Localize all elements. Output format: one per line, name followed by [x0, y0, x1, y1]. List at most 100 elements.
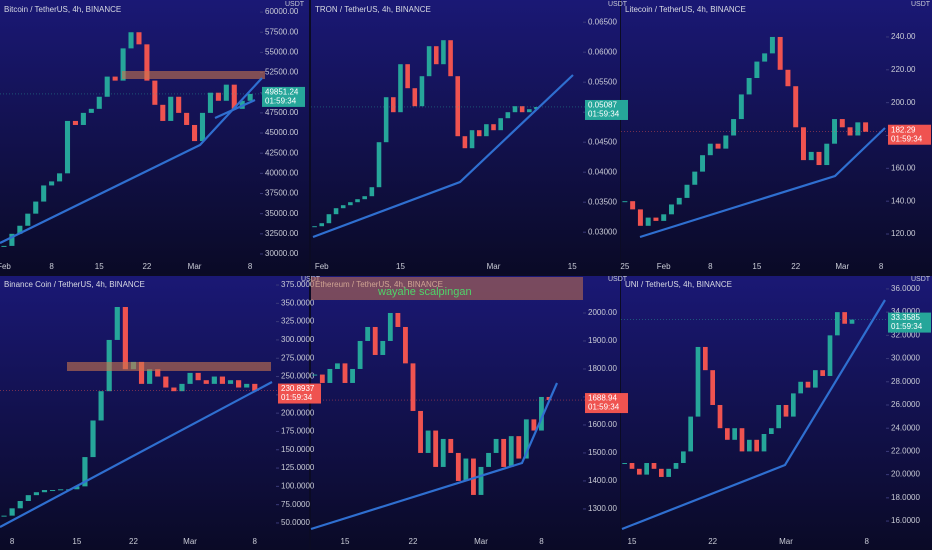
chart-title: UNI / TetherUS, 4h, BINANCE [625, 280, 732, 289]
y-tick-label: 200.0000 [281, 408, 315, 417]
candle [72, 120, 78, 125]
candle [710, 370, 716, 405]
candle [847, 127, 853, 136]
candle [41, 490, 48, 493]
candle [128, 32, 134, 49]
candle [365, 326, 371, 341]
axis-unit: USDT [301, 276, 321, 283]
candle [800, 127, 806, 161]
panel-bg [0, 276, 309, 550]
candle [622, 201, 628, 203]
panel-bg [311, 276, 620, 550]
candle [441, 40, 446, 65]
candle [754, 61, 760, 79]
candle [41, 185, 47, 202]
x-tick-label: 8 [49, 262, 54, 271]
candle [64, 120, 71, 174]
candle [419, 76, 425, 107]
candle [462, 136, 468, 149]
price-label: 0.05087 [588, 101, 617, 110]
candle [171, 387, 177, 392]
candle [738, 94, 744, 120]
candle [808, 151, 814, 161]
candle [9, 233, 15, 246]
candle [49, 181, 55, 186]
y-tick-label: 275.0000 [281, 353, 315, 362]
candle [326, 214, 332, 224]
candle [717, 404, 723, 429]
candle [762, 53, 768, 62]
candle [501, 438, 507, 467]
trend-line [312, 74, 574, 239]
panel-bg [621, 0, 932, 274]
y-tick-label: 45000.00 [265, 128, 299, 137]
candle [410, 363, 416, 411]
candle [176, 96, 182, 113]
candle [418, 410, 423, 453]
candle [816, 151, 822, 166]
candle [25, 495, 31, 502]
y-tick-label: 0.04000 [588, 167, 617, 176]
candle [761, 434, 767, 452]
y-tick-label: 350.0000 [281, 298, 315, 307]
trend-line [0, 381, 273, 528]
y-tick-label: 28.0000 [891, 377, 920, 386]
axis-unit: USDT [608, 1, 628, 8]
price-label: 182.29 [891, 125, 916, 134]
y-tick-label: 0.05500 [588, 77, 617, 86]
y-tick-label: 1300.00 [588, 504, 617, 513]
x-tick-label: Mar [779, 537, 793, 546]
candle [746, 439, 752, 452]
candle [684, 184, 690, 198]
candle [90, 420, 96, 458]
candle [236, 380, 242, 388]
y-tick-label: 120.00 [891, 229, 916, 238]
candle [163, 376, 169, 388]
y-tick-label: 125.0000 [281, 463, 315, 472]
price-label: 49851.24 [265, 88, 299, 97]
candle [33, 201, 39, 214]
candle [827, 335, 833, 376]
candle [395, 312, 401, 327]
candle [104, 76, 110, 97]
annotation: wayahe scalpingan [377, 286, 472, 298]
y-tick-label: 26.0000 [891, 400, 920, 409]
x-tick-label: 22 [409, 537, 418, 546]
candle [376, 142, 382, 188]
candle [88, 108, 94, 113]
y-tick-label: 1900.00 [588, 336, 617, 345]
candle [680, 451, 686, 464]
x-tick-label: Mar [835, 262, 849, 271]
y-tick-label: 140.00 [891, 196, 916, 205]
y-tick-label: 325.0000 [281, 317, 315, 326]
candle [491, 124, 496, 131]
candle [391, 97, 396, 113]
trend-line [0, 77, 263, 244]
candle [147, 369, 153, 384]
y-tick-label: 1600.00 [588, 420, 617, 429]
candle [203, 380, 209, 384]
y-tick-label: 36.0000 [891, 284, 920, 293]
candle [793, 86, 799, 128]
candle [519, 106, 525, 113]
x-tick-label: 8 [708, 262, 713, 271]
candle [790, 393, 796, 417]
x-tick-label: 15 [72, 537, 81, 546]
y-tick-label: 300.0000 [281, 335, 315, 344]
y-tick-label: 0.04500 [588, 137, 617, 146]
x-tick-label: 15 [752, 262, 761, 271]
trend-line [639, 127, 886, 239]
candle [636, 468, 642, 475]
y-tick-label: 2000.00 [588, 308, 617, 317]
y-tick-label: 1400.00 [588, 476, 617, 485]
price-tag [888, 124, 931, 145]
candle [333, 208, 339, 215]
drawings: wayahe scalpingan [0, 71, 886, 531]
y-tick-label: 0.06000 [588, 47, 617, 56]
candle [355, 199, 360, 203]
candle [661, 214, 667, 221]
candle [676, 197, 682, 205]
candle [9, 508, 15, 516]
candle [387, 312, 393, 341]
candle [362, 196, 367, 200]
